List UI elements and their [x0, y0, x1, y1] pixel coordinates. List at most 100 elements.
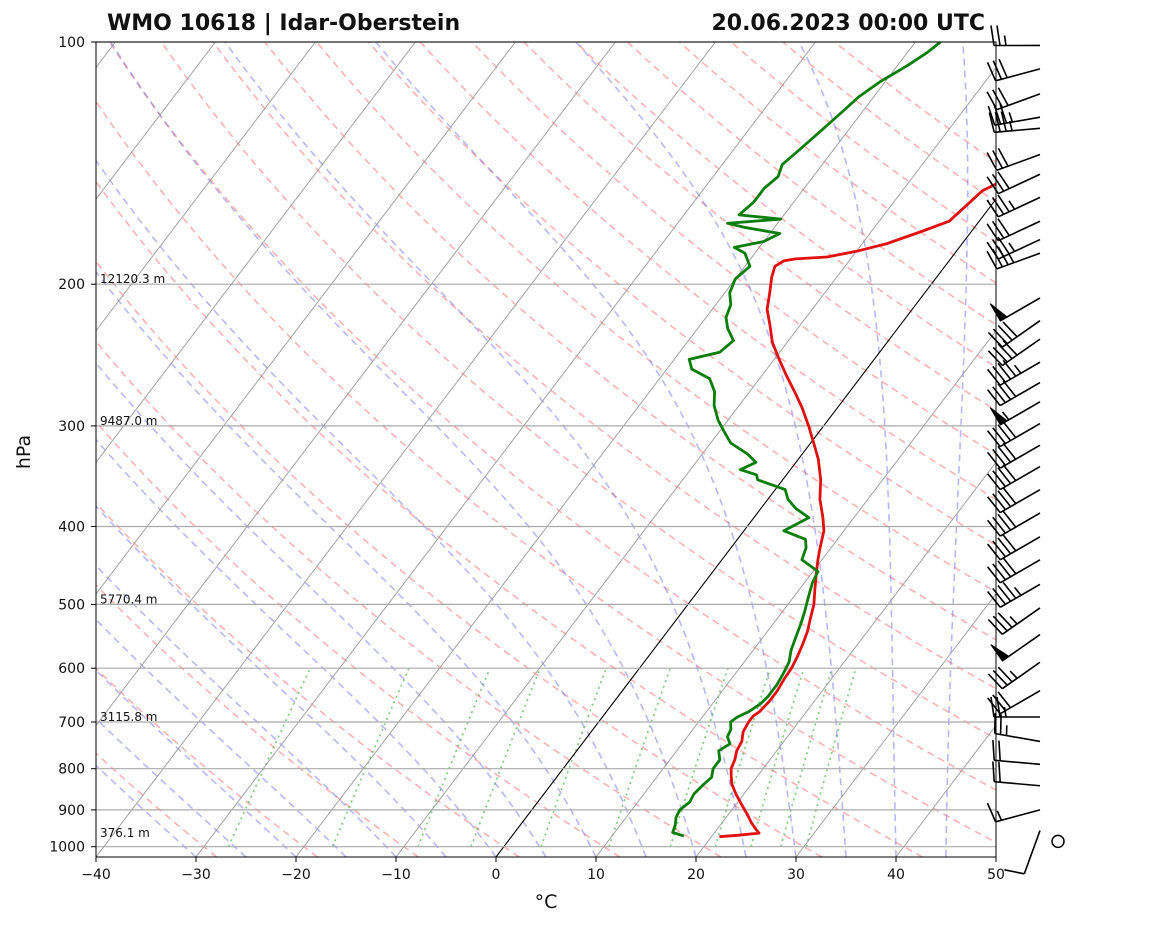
moist-adiabat — [945, 42, 969, 857]
wind-barb-flag — [999, 714, 1002, 735]
wind-barb-flag — [1002, 339, 1018, 356]
wind-barb-flag — [997, 691, 1012, 709]
isotherm — [96, 42, 516, 595]
wind-barb-flag — [1002, 534, 1017, 552]
wind-barb-shaft — [997, 196, 1041, 218]
wind-barb-half-flag — [996, 810, 1003, 821]
wind-barb-flag — [992, 588, 1007, 605]
wind-barb-flag — [992, 740, 995, 761]
wind-barb-half-flag — [1013, 586, 1022, 596]
wind-barb-shaft — [994, 116, 1041, 126]
isotherm — [795, 593, 996, 857]
wind-barb-shaft — [999, 381, 1041, 407]
y-tick-label: 1000 — [49, 840, 85, 856]
temperature-line — [719, 182, 996, 839]
wind-barb-shaft — [1001, 338, 1041, 367]
wind-barb-flag — [997, 445, 1012, 463]
dry-adiabat — [96, 260, 823, 857]
x-axis-label: °C — [535, 891, 558, 913]
x-tick-label: −40 — [81, 867, 111, 883]
mixing-ratio-line — [780, 667, 833, 847]
wind-barb-shaft — [994, 127, 1041, 134]
height-labels: 12120.3 m 9487.0 m 5770.4 m 3115.8 m 376.1 m — [100, 272, 165, 840]
wind-barb-flag — [992, 346, 1008, 363]
y-tick-label: 300 — [58, 419, 85, 435]
wind-barb-shaft — [999, 444, 1041, 469]
wind-barb-shaft — [1001, 607, 1041, 635]
wind-barb-flag — [991, 173, 1005, 192]
profile-series — [671, 42, 996, 839]
x-tick-label: 20 — [687, 867, 705, 883]
wind-barb-half-flag — [1008, 120, 1013, 131]
moist-adiabat — [96, 159, 647, 857]
wind-barb-flag — [997, 383, 1012, 401]
wind-barb-flag — [987, 673, 1003, 690]
isotherm — [96, 42, 316, 332]
isotherm — [96, 42, 416, 464]
mixing-ratio-line — [750, 667, 805, 847]
wind-barb-flag — [992, 470, 1007, 488]
y-axis-label: hPa — [13, 435, 35, 469]
wind-barb-shaft — [999, 583, 1041, 608]
y-tick-label: 500 — [58, 597, 85, 613]
wind-barb-flag — [991, 196, 1005, 215]
wind-barb-flag — [992, 150, 1004, 169]
mixing-ratio-line — [470, 667, 541, 847]
plot-frame — [95, 41, 997, 858]
wind-barb-flag — [986, 451, 1001, 469]
wind-barb-flag — [992, 328, 1008, 345]
wind-barb-shaft — [1001, 320, 1041, 348]
wind-barb-flag — [986, 61, 997, 82]
wind-barb-flag — [992, 670, 1008, 686]
wind-barb-flag — [997, 612, 1013, 628]
wind-barb-flag — [992, 448, 1007, 466]
wind-barb-flag — [1002, 510, 1017, 528]
mixing-ratio-line — [669, 667, 729, 847]
wind-barb-half-flag — [1008, 112, 1014, 123]
dewpoint-line — [671, 42, 942, 838]
wind-barb-shaft — [995, 68, 1041, 82]
y-tick-label: 100 — [58, 35, 85, 51]
x-tick-label: 30 — [787, 867, 805, 883]
moist-adiabat — [96, 669, 297, 857]
wind-barb-shaft — [994, 732, 1041, 743]
wind-barb-shaft — [999, 690, 1041, 715]
wind-barb-flag — [993, 713, 996, 734]
wind-barb-flag — [992, 493, 1007, 511]
dry-adiabat — [160, 42, 996, 740]
wind-barb-flag — [998, 58, 1008, 79]
wind-barb-flag — [986, 368, 1001, 386]
wind-barb-pennant — [989, 303, 1008, 322]
isotherm — [195, 42, 816, 857]
height-label: 12120.3 m — [100, 272, 165, 286]
wind-barb-shaft — [1023, 830, 1041, 875]
moist-adiabat — [110, 42, 697, 857]
wind-barb-flag — [997, 236, 1010, 255]
wind-barb-shaft — [999, 536, 1041, 561]
wind-barb-flag — [987, 350, 1003, 367]
wind-barb-flag — [986, 519, 1001, 537]
wind-barb-flag — [992, 694, 1007, 712]
chart-title-left: WMO 10618 | Idar-Oberstein — [107, 11, 460, 36]
wind-barb-flag — [988, 112, 995, 133]
wind-barb-shaft — [994, 759, 1041, 766]
wind-barb-flag — [990, 25, 995, 46]
wind-barb-flag — [998, 740, 1001, 761]
moist-adiabat — [96, 505, 447, 857]
wind-barb-flag — [986, 591, 1001, 608]
dry-adiabat — [96, 501, 520, 857]
moist-adiabat — [224, 42, 747, 857]
wind-barb-flag — [986, 223, 999, 242]
wind-barb-flag — [986, 543, 1001, 561]
wind-barb-shaft — [999, 559, 1041, 584]
wind-barb-flag — [997, 467, 1012, 485]
wind-barb-half-flag — [1008, 242, 1016, 252]
x-tick-label: −30 — [181, 867, 211, 883]
wind-barb-flag — [997, 362, 1012, 380]
zero-isotherm — [495, 198, 996, 857]
wind-barb-flag — [992, 540, 1007, 558]
height-label: 376.1 m — [100, 826, 150, 840]
wind-barb-flag — [992, 615, 1008, 632]
wind-barb-shaft — [999, 465, 1041, 491]
